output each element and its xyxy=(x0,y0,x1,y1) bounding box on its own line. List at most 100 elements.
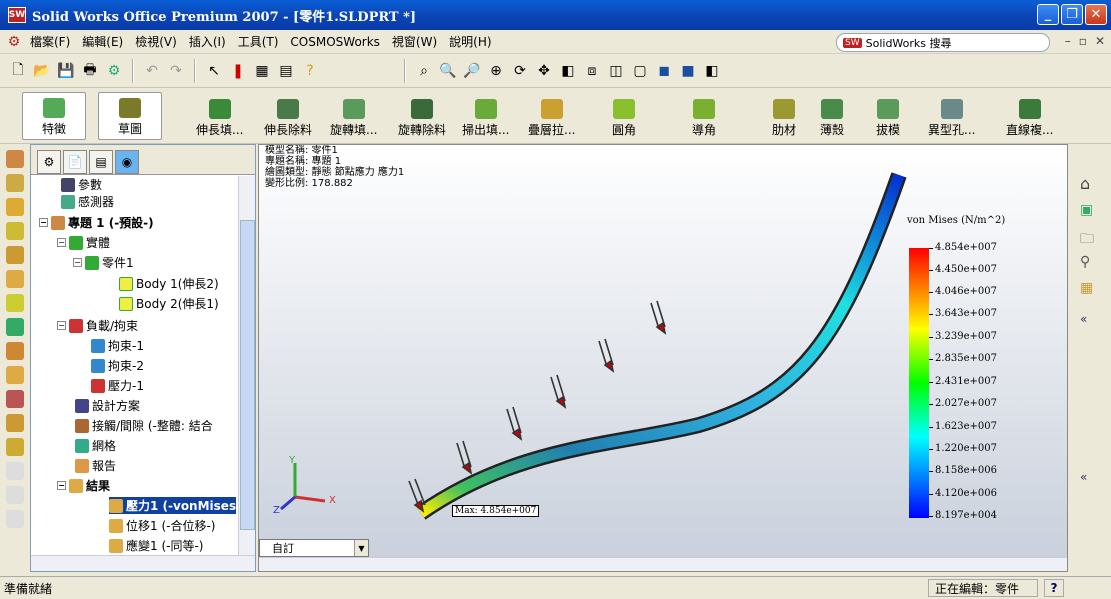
grid-icon[interactable]: ▦ xyxy=(255,62,269,79)
open-file-icon[interactable]: 📂 xyxy=(33,62,51,79)
options-icon[interactable]: ⚙ xyxy=(107,62,121,79)
display-icon[interactable]: ▤ xyxy=(279,62,293,79)
propertymanager-tab-icon[interactable]: 📄 xyxy=(63,150,87,174)
doc-minimize-button[interactable]: – xyxy=(1064,34,1071,48)
shaded-edges-icon[interactable]: ◼ xyxy=(658,62,670,79)
extrude-boss-button[interactable]: 伸長填... xyxy=(196,92,243,140)
hole-wizard-button[interactable]: 異型孔... xyxy=(928,92,975,140)
loft-boss-button[interactable]: 疊層拉... xyxy=(528,92,575,140)
search-input[interactable]: SW SolidWorks 搜尋 xyxy=(836,33,1050,52)
undo-icon[interactable]: ↶ xyxy=(146,62,158,79)
tree-item[interactable]: 接觸/間隙 (-整體: 結合 xyxy=(75,417,213,434)
design-library-icon[interactable]: ▣ xyxy=(1080,202,1094,218)
tree-item[interactable]: Body 2(伸長1) xyxy=(119,295,219,312)
wireframe-icon[interactable]: ⧈ xyxy=(587,62,597,79)
zoom-fit-icon[interactable]: ⌕ xyxy=(420,62,428,79)
scroll-thumb[interactable] xyxy=(240,220,255,530)
tool-icon[interactable] xyxy=(6,510,24,528)
tool-icon[interactable] xyxy=(6,462,24,480)
collapse-toggle[interactable]: − xyxy=(57,238,66,247)
save-icon[interactable]: 💾 xyxy=(57,62,75,79)
menu-insert[interactable]: 插入(I) xyxy=(188,35,226,49)
expand-pane-icon[interactable]: « xyxy=(1080,470,1088,484)
tool-icon[interactable] xyxy=(6,150,24,168)
tool-icon[interactable] xyxy=(6,414,24,432)
shell-button[interactable]: 薄殼 xyxy=(820,92,844,140)
solidworks-logo-icon[interactable]: ⚙ xyxy=(7,33,21,50)
tree-horizontal-scrollbar[interactable] xyxy=(31,555,255,571)
menu-cosmosworks[interactable]: COSMOSWorks xyxy=(290,34,380,49)
pan-icon[interactable]: ✥ xyxy=(538,62,550,79)
menu-window[interactable]: 視窗(W) xyxy=(391,35,438,49)
tree-item[interactable]: − 結果 xyxy=(57,477,110,494)
linear-pattern-button[interactable]: 直線複... xyxy=(1006,92,1053,140)
graphics-area[interactable]: 模型名稱: 零件1 專題名稱: 專題 1 繪圖類型: 靜態 節點應力 應力1 變… xyxy=(258,144,1068,572)
tree-item-selected[interactable]: 壓力1 (-vonMises xyxy=(109,497,237,514)
file-explorer-icon[interactable]: 🗀 xyxy=(1080,231,1094,247)
revolve-boss-button[interactable]: 旋轉填... xyxy=(330,92,377,140)
help-icon[interactable]: ? xyxy=(306,62,314,79)
menu-tools[interactable]: 工具(T) xyxy=(237,35,279,49)
viewport-horizontal-scrollbar[interactable] xyxy=(259,557,1067,571)
tool-icon[interactable] xyxy=(6,198,24,216)
configurationmanager-tab-icon[interactable]: ▤ xyxy=(89,150,113,174)
minimize-button[interactable]: _ xyxy=(1037,4,1059,25)
collapse-toggle[interactable]: − xyxy=(39,218,48,227)
tool-icon[interactable] xyxy=(6,390,24,408)
print-icon[interactable]: 🖶 xyxy=(83,61,97,78)
section-view-icon[interactable]: ◧ xyxy=(705,62,719,79)
tree-item[interactable]: 拘束-1 xyxy=(91,337,144,354)
hidden-lines-visible-icon[interactable]: ◫ xyxy=(609,62,623,79)
tool-icon[interactable] xyxy=(6,294,24,312)
sketch-tab-button[interactable]: 草圖 xyxy=(98,92,162,140)
extrude-cut-button[interactable]: 伸長除料 xyxy=(264,92,312,140)
fillet-button[interactable]: 圓角 xyxy=(612,92,636,140)
tree-item[interactable]: − 實體 xyxy=(57,234,110,251)
hidden-lines-removed-icon[interactable]: ▢ xyxy=(633,62,647,79)
tool-icon[interactable] xyxy=(6,270,24,288)
features-tab-button[interactable]: 特徵 xyxy=(22,92,86,140)
select-arrow-icon[interactable]: ↖ xyxy=(208,62,220,79)
new-file-icon[interactable]: 🗋 xyxy=(12,61,24,78)
collapse-pane-icon[interactable]: « xyxy=(1080,312,1088,326)
menu-file[interactable]: 檔案(F) xyxy=(30,35,71,49)
revolve-cut-button[interactable]: 旋轉除料 xyxy=(398,92,446,140)
tree-item[interactable]: 參數 xyxy=(61,176,102,193)
doc-restore-button[interactable]: ▫ xyxy=(1078,34,1087,48)
tree-item[interactable]: 壓力-1 xyxy=(91,377,144,394)
tool-icon[interactable] xyxy=(6,342,24,360)
tree-item[interactable]: 應變1 (-同等-) xyxy=(109,537,203,554)
tree-vertical-scrollbar[interactable] xyxy=(238,176,255,556)
menu-view[interactable]: 檢視(V) xyxy=(135,35,177,49)
zoom-area-icon[interactable]: 🔍 xyxy=(439,62,457,79)
view-select-dropdown[interactable]: 自訂 ▼ xyxy=(259,539,369,557)
chevron-down-icon[interactable]: ▼ xyxy=(354,540,368,556)
tool-icon[interactable] xyxy=(6,222,24,240)
view-orientation-icon[interactable]: ◧ xyxy=(561,62,575,79)
tool-icon[interactable] xyxy=(6,318,24,336)
tree-item[interactable]: 感測器 xyxy=(61,193,114,210)
draft-button[interactable]: 拔模 xyxy=(876,92,900,140)
search-icon[interactable]: ⚲ xyxy=(1080,254,1091,270)
zoom-in-out-icon[interactable]: 🔎 xyxy=(463,62,481,79)
tool-icon[interactable] xyxy=(6,486,24,504)
menu-help[interactable]: 說明(H) xyxy=(449,35,492,49)
collapse-toggle[interactable]: − xyxy=(73,258,82,267)
rotate-view-icon[interactable]: ⟳ xyxy=(514,62,526,79)
redo-icon[interactable]: ↷ xyxy=(170,62,182,79)
doc-close-button[interactable]: ✕ xyxy=(1094,34,1105,48)
tool-icon[interactable] xyxy=(6,174,24,192)
tree-item[interactable]: − 負載/拘束 xyxy=(57,317,138,334)
close-button[interactable]: ✕ xyxy=(1085,4,1107,25)
tree-item[interactable]: 設計方案 xyxy=(75,397,140,414)
tool-icon[interactable] xyxy=(6,438,24,456)
featuremanager-tab-icon[interactable]: ⚙ xyxy=(37,150,61,174)
tree-item[interactable]: − 零件1 xyxy=(73,254,134,271)
restore-button[interactable]: ❐ xyxy=(1061,4,1083,25)
collapse-toggle[interactable]: − xyxy=(57,321,66,330)
tree-item[interactable]: 位移1 (-合位移-) xyxy=(109,517,215,534)
help-icon[interactable]: ? xyxy=(1044,579,1064,597)
rib-button[interactable]: 肋材 xyxy=(772,92,796,140)
tree-item[interactable]: Body 1(伸長2) xyxy=(119,275,219,292)
menu-edit[interactable]: 編輯(E) xyxy=(82,35,124,49)
